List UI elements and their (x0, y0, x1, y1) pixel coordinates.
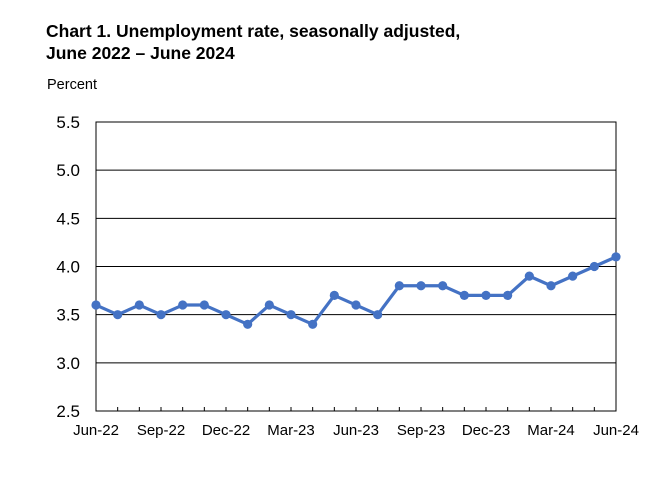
data-point (416, 281, 426, 291)
series-group (91, 252, 621, 329)
data-point (394, 281, 404, 291)
y-tick-label: 4.5 (56, 209, 80, 228)
data-point (351, 300, 361, 310)
data-point (329, 290, 339, 300)
data-point (568, 271, 578, 281)
data-point (459, 290, 469, 300)
data-point (308, 319, 318, 329)
data-point (611, 252, 621, 262)
data-point (546, 281, 556, 291)
y-axis-tick-labels: 2.5 3.0 3.5 4.0 4.5 5.0 5.5 (56, 113, 80, 421)
y-tick-label: 4.0 (56, 258, 80, 277)
data-point (373, 310, 383, 320)
data-point (264, 300, 274, 310)
x-tick-label: Jun-22 (73, 422, 119, 439)
x-tick-label: Sep-22 (137, 422, 185, 439)
y-tick-label: 5.0 (56, 161, 80, 180)
data-point (503, 290, 513, 300)
x-axis-tick-labels: Jun-22 Sep-22 Dec-22 Mar-23 Jun-23 Sep-23 Dec-… (73, 422, 639, 439)
y-tick-label: 3.5 (56, 306, 80, 325)
data-point (481, 290, 491, 300)
data-point (156, 310, 166, 320)
chart-title: Chart 1. Unemployment rate, seasonally a… (46, 20, 460, 64)
y-axis-label: Percent (47, 77, 97, 93)
data-point (221, 310, 231, 320)
data-point (589, 261, 599, 272)
x-tick-label: Jun-24 (593, 422, 639, 439)
data-point (243, 319, 253, 329)
x-tick-label: Jun-23 (333, 422, 379, 439)
data-point (113, 310, 123, 320)
y-tick-label: 2.5 (56, 402, 80, 421)
x-tick-label: Sep-23 (397, 422, 445, 439)
data-point (524, 271, 534, 281)
data-point (178, 300, 188, 310)
y-tick-label: 5.5 (56, 113, 80, 132)
data-point (199, 300, 209, 310)
x-axis-ticks (95, 407, 617, 411)
data-point (91, 300, 101, 310)
x-tick-label: Mar-23 (267, 422, 315, 439)
data-point (286, 310, 296, 320)
x-tick-label: Mar-24 (527, 422, 575, 439)
y-tick-label: 3.0 (56, 354, 80, 373)
data-point (134, 300, 144, 310)
data-point (438, 281, 448, 291)
chart-title-line-1: Chart 1. Unemployment rate, seasonally a… (46, 21, 461, 41)
gridlines (96, 121, 616, 412)
chart-title-line-2: June 2022 – June 2024 (46, 43, 235, 63)
x-tick-label: Dec-23 (462, 422, 510, 439)
x-tick-label: Dec-22 (202, 422, 250, 439)
